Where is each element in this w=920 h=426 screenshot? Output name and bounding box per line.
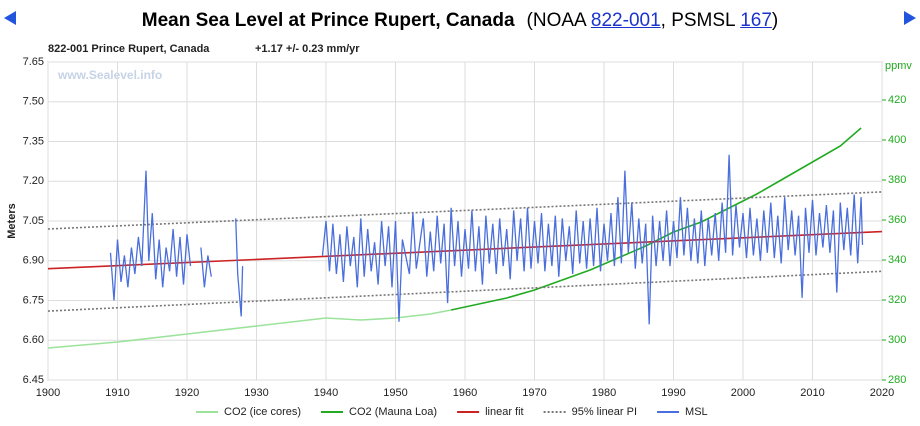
y-tick-label: 7.65 — [23, 56, 44, 68]
x-tick-label: 1970 — [522, 387, 546, 399]
source-note: (NOAA — [526, 10, 586, 31]
x-tick-label: 1900 — [36, 387, 60, 399]
y2-tick-label: 420 — [888, 94, 906, 106]
x-tick-label: 1990 — [661, 387, 685, 399]
psmsl-link[interactable]: 167 — [740, 10, 772, 31]
y-tick-label: 7.05 — [23, 215, 44, 227]
source-note: , PSMSL — [660, 10, 735, 31]
series-line — [109, 154, 864, 325]
legend-label: linear fit — [485, 406, 524, 418]
chart-title: Mean Sea Level at Prince Rupert, Canada — [141, 10, 515, 31]
y2-tick-label: 340 — [888, 254, 906, 266]
legend-label: MSL — [685, 406, 708, 418]
y2-tick-label: 360 — [888, 214, 906, 226]
y2-tick-label: 300 — [888, 334, 906, 346]
legend-label: CO2 (Mauna Loa) — [349, 406, 437, 418]
x-tick-label: 2020 — [870, 387, 894, 399]
y-tick-label: 7.50 — [23, 96, 44, 108]
y2-tick-label: 400 — [888, 134, 906, 146]
y-tick-label: 6.90 — [23, 255, 44, 267]
y-axis-label: Meters — [6, 203, 18, 238]
series-line — [450, 127, 862, 311]
y-tick-label: 7.35 — [23, 135, 44, 147]
series-line — [47, 191, 883, 230]
series-line — [47, 270, 883, 312]
legend-label: 95% linear PI — [572, 406, 637, 418]
x-tick-label: 1980 — [592, 387, 616, 399]
subtitle: 822-001 Prince Rupert, Canada — [48, 43, 210, 55]
source-note: ) — [771, 10, 779, 31]
y2-axis-label: ppmv — [885, 60, 912, 72]
x-tick-label: 1930 — [244, 387, 268, 399]
x-tick-label: 1950 — [383, 387, 407, 399]
x-tick-label: 1940 — [314, 387, 338, 399]
y-tick-label: 6.60 — [23, 334, 44, 346]
x-tick-label: 1920 — [175, 387, 199, 399]
x-tick-label: 1910 — [105, 387, 129, 399]
series-line — [47, 309, 452, 349]
title-bar: Mean Sea Level at Prince Rupert, Canada (… — [0, 10, 920, 32]
y-tick-label: 6.45 — [23, 374, 44, 386]
y2-tick-label: 280 — [888, 374, 906, 386]
y2-tick-label: 320 — [888, 294, 906, 306]
prev-arrow[interactable] — [4, 11, 16, 25]
x-tick-label: 2010 — [800, 387, 824, 399]
watermark: www.Sealevel.info — [57, 68, 162, 82]
trend-label: +1.17 +/- 0.23 mm/yr — [255, 43, 360, 55]
x-tick-label: 1960 — [453, 387, 477, 399]
noaa-link[interactable]: 822-001 — [590, 10, 661, 31]
y-tick-label: 7.20 — [23, 175, 44, 187]
y2-tick-label: 380 — [888, 174, 906, 186]
y-tick-label: 6.75 — [23, 294, 44, 306]
series-line — [47, 230, 883, 270]
legend-label: CO2 (ice cores) — [224, 406, 301, 418]
x-tick-label: 2000 — [731, 387, 755, 399]
next-arrow[interactable] — [904, 11, 916, 25]
